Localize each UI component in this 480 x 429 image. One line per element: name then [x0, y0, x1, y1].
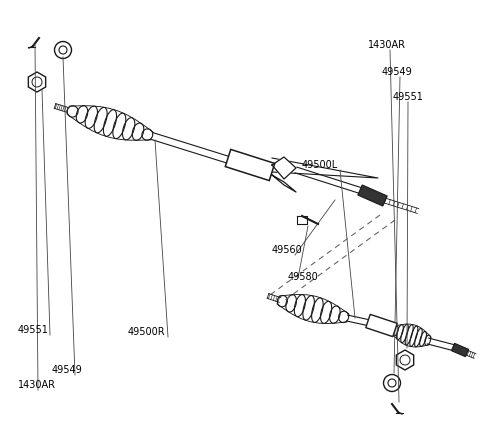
Polygon shape: [366, 314, 397, 337]
Circle shape: [55, 42, 72, 58]
Text: 49551: 49551: [393, 92, 424, 102]
Polygon shape: [358, 185, 387, 206]
Text: 1430AR: 1430AR: [18, 380, 56, 390]
Text: 49500L: 49500L: [302, 160, 338, 170]
Polygon shape: [272, 157, 296, 179]
Text: 49551: 49551: [18, 325, 49, 335]
Polygon shape: [272, 175, 296, 192]
Circle shape: [384, 375, 400, 392]
Text: 49580: 49580: [288, 272, 319, 282]
Polygon shape: [451, 343, 468, 356]
Text: 49549: 49549: [382, 67, 413, 77]
Text: 1430AR: 1430AR: [368, 40, 406, 50]
Text: 49500R: 49500R: [128, 327, 166, 337]
Polygon shape: [297, 216, 307, 224]
Text: 49560: 49560: [272, 245, 303, 255]
Polygon shape: [28, 72, 46, 92]
Polygon shape: [396, 350, 414, 370]
Polygon shape: [225, 149, 275, 181]
Text: 49549: 49549: [52, 365, 83, 375]
